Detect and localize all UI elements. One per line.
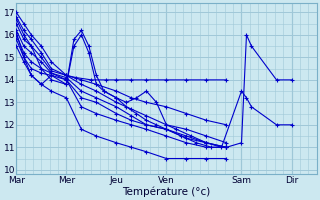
X-axis label: Température (°c): Température (°c) [122,186,211,197]
